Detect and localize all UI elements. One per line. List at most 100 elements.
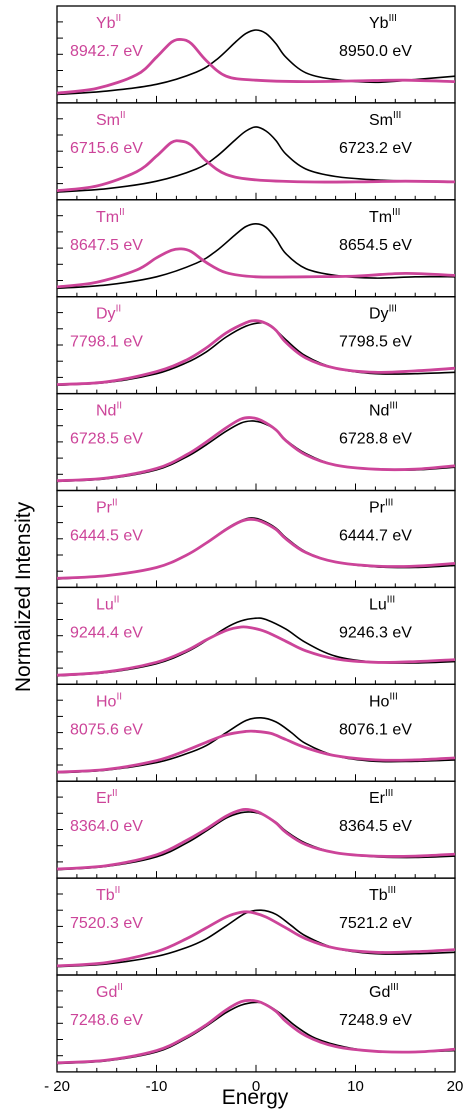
- divalent-curve-tb: [56, 910, 456, 968]
- divalent-curve-ho: [56, 729, 456, 774]
- oxidation-state: II: [112, 788, 118, 799]
- trivalent-energy-tm: 8654.5 eV: [339, 237, 412, 254]
- trivalent-curve-dy: [56, 321, 456, 386]
- trivalent-symbol-ho: HoIII: [369, 691, 398, 710]
- divalent-energy-dy: 7798.1 eV: [70, 334, 143, 351]
- divalent-energy-gd: 7248.6 eV: [70, 1012, 143, 1029]
- element-symbol: Tb: [96, 887, 115, 904]
- element-symbol: Lu: [96, 596, 114, 613]
- x-tick-label: -10: [146, 1078, 168, 1095]
- divalent-energy-nd: 6728.5 eV: [70, 431, 143, 448]
- x-tick-labels: - 20 -10 0 10 20: [44, 1078, 463, 1095]
- divalent-energy-lu: 9244.4 eV: [70, 624, 143, 641]
- oxidation-state: III: [385, 498, 393, 509]
- element-symbol: Gd: [96, 984, 117, 1001]
- oxidation-state: II: [120, 110, 126, 121]
- element-symbol: Sm: [96, 112, 120, 129]
- divalent-curve-pr: [56, 517, 456, 580]
- element-symbol: Dy: [369, 306, 389, 323]
- element-symbol: Er: [96, 790, 113, 807]
- divalent-curve-yb: [56, 38, 456, 95]
- divalent-energy-tm: 8647.5 eV: [70, 237, 143, 254]
- element-symbol: Tb: [369, 887, 388, 904]
- divalent-curve-lu: [56, 625, 456, 677]
- trivalent-energy-gd: 7248.9 eV: [339, 1012, 412, 1029]
- oxidation-state: III: [392, 207, 400, 218]
- trivalent-curve-sm: [56, 126, 456, 193]
- divalent-symbol-dy: DyII: [96, 304, 121, 323]
- oxidation-state: II: [116, 304, 122, 315]
- element-symbol: Nd: [369, 403, 389, 420]
- element-symbol: Yb: [369, 15, 389, 32]
- panel-pr: PrII 6444.5 eV PrIII 6444.7 eV: [56, 489, 456, 589]
- oxidation-state: III: [388, 885, 396, 896]
- oxidation-state: III: [390, 982, 398, 993]
- element-symbol: Sm: [369, 112, 393, 129]
- x-tick-label: 20: [447, 1078, 464, 1095]
- oxidation-state: II: [117, 982, 123, 993]
- trivalent-energy-yb: 8950.0 eV: [339, 43, 412, 60]
- element-symbol: Tm: [369, 209, 392, 226]
- divalent-symbol-tm: TmII: [96, 207, 125, 226]
- oxidation-state: III: [393, 110, 401, 121]
- trivalent-symbol-nd: NdIII: [369, 401, 398, 420]
- oxidation-state: III: [389, 691, 397, 702]
- trivalent-energy-ho: 8076.1 eV: [339, 721, 412, 738]
- trivalent-symbol-sm: SmIII: [369, 110, 401, 129]
- x-tick-label: 0: [252, 1078, 260, 1095]
- trivalent-energy-pr: 6444.7 eV: [339, 528, 412, 545]
- x-tick-label: 10: [347, 1078, 364, 1095]
- oxidation-state: II: [119, 207, 125, 218]
- divalent-symbol-er: ErII: [96, 788, 118, 807]
- oxidation-state: II: [114, 594, 120, 605]
- divalent-energy-pr: 6444.5 eV: [70, 528, 143, 545]
- divalent-curve-sm: [56, 139, 456, 193]
- trivalent-symbol-gd: GdIII: [369, 982, 399, 1001]
- trivalent-energy-lu: 9246.3 eV: [339, 624, 412, 641]
- divalent-curve-dy: [56, 319, 456, 386]
- divalent-curve-gd: [56, 998, 456, 1065]
- oxidation-state: II: [116, 401, 122, 412]
- divalent-curve-tm: [56, 247, 456, 289]
- divalent-symbol-gd: GdII: [96, 982, 123, 1001]
- divalent-symbol-sm: SmII: [96, 110, 126, 129]
- divalent-energy-ho: 8075.6 eV: [70, 721, 143, 738]
- x-tick-label: - 20: [44, 1078, 70, 1095]
- oxidation-state: II: [116, 691, 122, 702]
- divalent-energy-sm: 6715.6 eV: [70, 140, 143, 157]
- element-symbol: Dy: [96, 306, 116, 323]
- divalent-energy-yb: 8942.7 eV: [70, 43, 143, 60]
- element-symbol: Nd: [96, 403, 116, 420]
- oxidation-state: II: [112, 498, 118, 509]
- divalent-symbol-lu: LuII: [96, 594, 119, 613]
- trivalent-symbol-yb: YbIII: [369, 13, 397, 32]
- oxidation-state: III: [389, 13, 397, 24]
- divalent-symbol-yb: YbII: [96, 13, 121, 32]
- element-symbol: Tm: [96, 209, 119, 226]
- trivalent-energy-tb: 7521.2 eV: [339, 915, 412, 932]
- trivalent-symbol-tb: TbIII: [369, 885, 396, 904]
- trivalent-energy-dy: 7798.5 eV: [339, 334, 412, 351]
- element-symbol: Yb: [96, 15, 116, 32]
- divalent-curve-er: [56, 807, 456, 871]
- trivalent-energy-sm: 6723.2 eV: [339, 140, 412, 157]
- element-symbol: Gd: [369, 984, 390, 1001]
- oxidation-state: III: [389, 401, 397, 412]
- divalent-symbol-pr: PrII: [96, 498, 118, 517]
- divalent-energy-er: 8364.0 eV: [70, 818, 143, 835]
- trivalent-symbol-tm: TmIII: [369, 207, 400, 226]
- trivalent-curve-tm: [56, 222, 456, 290]
- divalent-energy-tb: 7520.3 eV: [70, 915, 143, 932]
- trivalent-symbol-pr: PrIII: [369, 498, 393, 517]
